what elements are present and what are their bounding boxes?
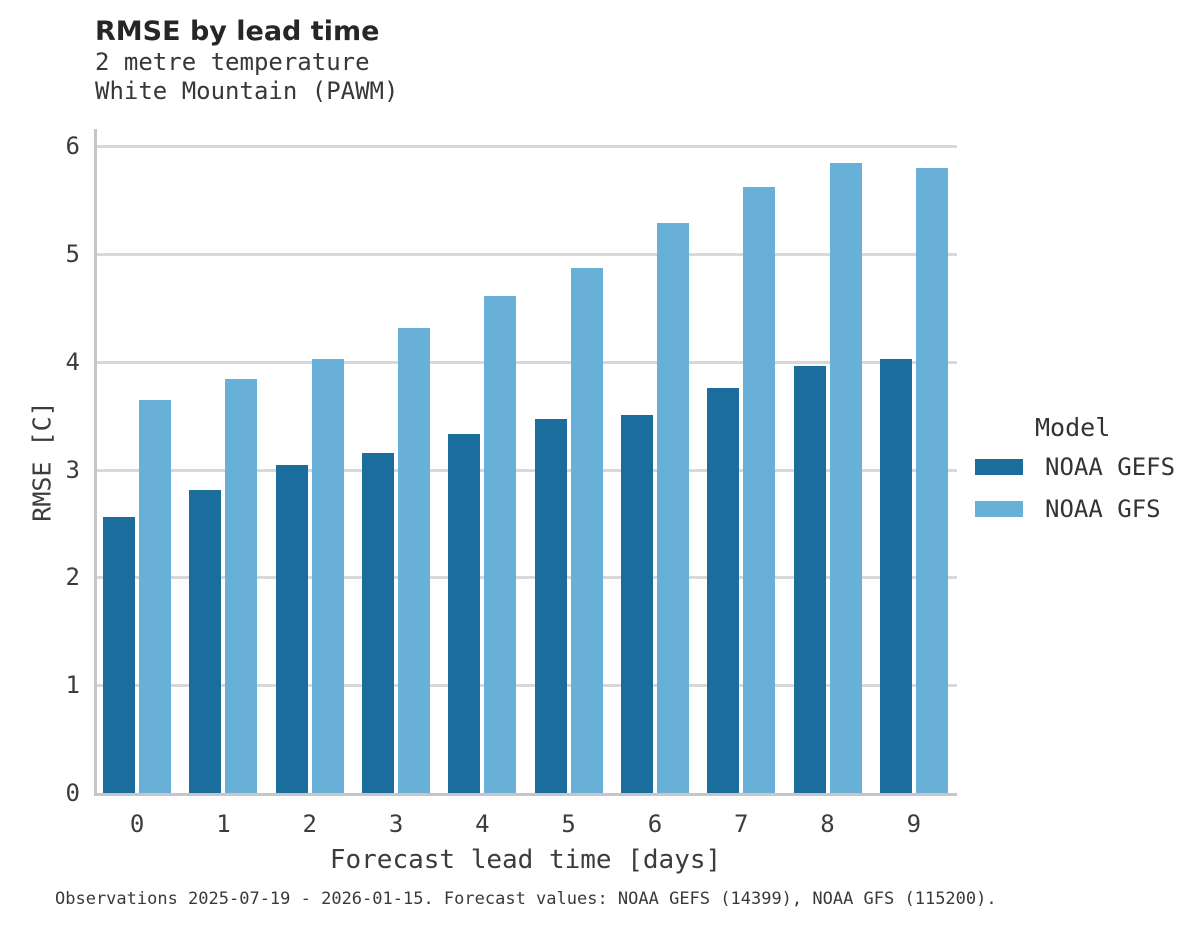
bar-group-lead-9 [871,129,957,793]
legend-swatch-gfs [975,501,1023,517]
x-tick-labels: 0 1 2 3 4 5 6 7 8 9 [94,810,957,838]
y-tick-label-1: 1 [65,671,80,700]
bar-group-lead-3 [353,129,439,793]
x-tick-label-2: 2 [302,810,317,838]
bar-noaa-gfs-lead-3 [398,328,431,793]
gridline-y-6 [94,145,957,149]
y-tick-label-3: 3 [65,455,80,484]
x-tick-label-3: 3 [388,810,404,838]
x-tick-label-6: 6 [647,810,663,838]
bar-noaa-gfs-lead-0 [139,400,172,793]
plot-area [94,129,957,793]
x-tick-label-0: 0 [129,810,145,838]
y-axis-spine [94,129,97,796]
x-tick-label-9: 9 [906,810,922,838]
gridline-y-2 [94,576,957,580]
bar-group-lead-0 [94,129,180,793]
y-tick-label-6: 6 [65,132,80,161]
chart-title: RMSE by lead time [95,16,380,47]
legend-label-gfs: NOAA GFS [1045,495,1161,523]
legend-swatch-gefs [975,459,1023,475]
bar-group-lead-1 [180,129,266,793]
bar-noaa-gfs-lead-8 [829,163,862,793]
chart-header: RMSE by lead time 2 metre temperature Wh… [95,16,398,106]
bar-noaa-gfs-lead-9 [915,168,948,793]
chart-subtitle-station: White Mountain (PAWM) [95,77,399,105]
gridline-y-3 [94,468,957,472]
bar-noaa-gfs-lead-7 [743,187,776,793]
x-tick-label-8: 8 [820,810,835,838]
bar-noaa-gefs-lead-0 [103,517,136,793]
bar-group-lead-6 [612,129,698,793]
bar-noaa-gfs-lead-2 [311,359,344,793]
bar-noaa-gefs-lead-5 [534,419,567,793]
bar-noaa-gefs-lead-1 [189,490,222,793]
bar-noaa-gefs-lead-7 [707,388,740,793]
bar-group-lead-8 [784,129,870,793]
bar-noaa-gefs-lead-8 [793,366,826,793]
chart-subtitle-variable: 2 metre temperature [95,48,370,76]
bar-group-lead-2 [267,129,353,793]
x-tick-label-5: 5 [561,810,576,838]
bar-group-lead-7 [698,129,784,793]
bars-container [94,129,957,793]
bar-noaa-gefs-lead-4 [448,434,481,793]
x-axis-spine [94,793,957,796]
bar-noaa-gfs-lead-5 [570,268,603,793]
bar-noaa-gfs-lead-1 [225,379,258,793]
bar-group-lead-5 [525,129,611,793]
bar-noaa-gfs-lead-6 [656,223,689,793]
gridline-y-1 [94,684,957,688]
legend-entry-gfs: NOAA GFS [975,495,1190,523]
bar-group-lead-4 [439,129,525,793]
bar-noaa-gefs-lead-6 [620,415,653,793]
footer-caption: Observations 2025-07-19 - 2026-01-15. Fo… [55,889,997,909]
legend-title: Model [1035,413,1111,442]
x-tick-label-1: 1 [216,810,231,838]
x-axis-label: Forecast lead time [days] [329,845,722,875]
legend-entry-gefs: NOAA GEFS [975,453,1190,481]
x-tick-label-4: 4 [475,810,490,838]
y-tick-label-0: 0 [65,779,80,807]
bar-noaa-gfs-lead-4 [484,296,517,793]
bar-noaa-gefs-lead-9 [879,359,912,793]
legend: Model NOAA GEFS NOAA GFS [975,413,1190,537]
bar-noaa-gefs-lead-2 [275,465,308,793]
bar-noaa-gefs-lead-3 [362,453,395,793]
y-tick-label-4: 4 [65,347,80,376]
gridline-y-5 [94,253,957,257]
y-tick-label-2: 2 [65,563,80,592]
x-tick-label-7: 7 [734,810,749,838]
y-tick-label-5: 5 [65,240,80,269]
legend-label-gefs: NOAA GEFS [1045,453,1176,481]
gridline-y-4 [94,360,957,364]
